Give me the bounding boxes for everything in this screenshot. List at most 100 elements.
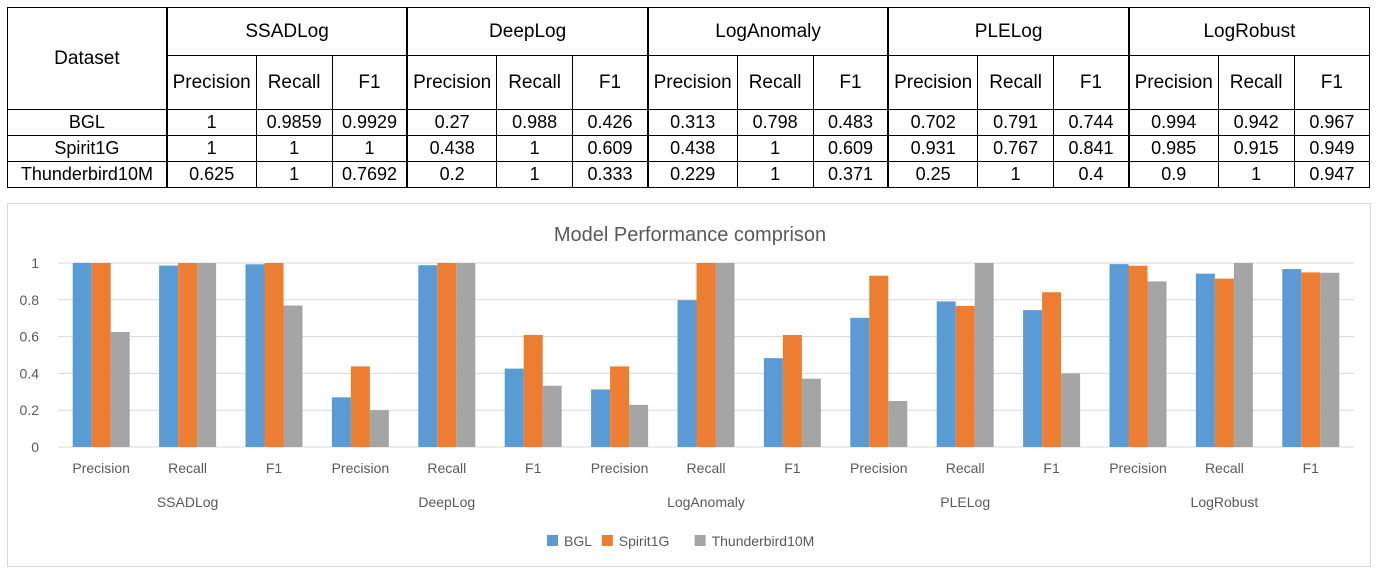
metric-header: Recall: [1217, 55, 1295, 110]
bar-bgl: [677, 300, 697, 447]
table-cell: 1: [496, 135, 574, 162]
bar-bgl: [1195, 273, 1215, 447]
bar-thunderbird10m: [1147, 281, 1167, 447]
chart-title: Model Performance comprison: [554, 224, 826, 246]
x-tick-label: F1: [784, 460, 801, 476]
row-dataset-label: BGL: [6, 109, 168, 136]
table-cell: 0.985: [1127, 135, 1219, 162]
x-tick-label: Precision: [332, 460, 390, 476]
x-tick-label: F1: [1303, 460, 1320, 476]
table-cell: 1: [165, 109, 257, 136]
table-cell: 0.483: [812, 109, 889, 136]
table-cell: 1: [255, 161, 333, 188]
bar-thunderbird10m: [283, 305, 303, 447]
bar-bgl: [763, 358, 783, 447]
bar-spirit1g: [782, 334, 802, 447]
bar-thunderbird10m: [715, 263, 735, 447]
x-tick-label: F1: [525, 460, 542, 476]
table-cell: 0.333: [572, 161, 649, 188]
table-cell: 0.438: [406, 135, 498, 162]
x-tick-label: Recall: [687, 460, 726, 476]
metric-header: Recall: [977, 55, 1055, 110]
table-cell: 0.438: [646, 135, 738, 162]
bar-spirit1g: [610, 366, 630, 447]
y-tick-label: 0.2: [20, 402, 40, 418]
bar-bgl: [418, 265, 438, 447]
dataset-header: Dataset: [6, 7, 168, 110]
table-cell: 0.9: [1127, 161, 1219, 188]
bar-thunderbird10m: [542, 385, 562, 447]
legend-swatch-spirit1g: [601, 535, 613, 546]
table-cell: 0.988: [496, 109, 574, 136]
table-cell: 1: [496, 161, 574, 188]
table-cell: 0.27: [406, 109, 498, 136]
bar-bgl: [504, 368, 524, 447]
table-cell: 0.994: [1127, 109, 1219, 136]
bar-bgl: [591, 389, 611, 447]
chart-area: Model Performance comprison 0 0.2 0.4 0.6 0.…: [7, 203, 1371, 567]
table-cell: 0.947: [1293, 161, 1371, 188]
bar-spirit1g: [1301, 272, 1321, 447]
table-cell: 1: [977, 161, 1055, 188]
table-cell: 0.744: [1053, 109, 1130, 136]
bar-spirit1g: [91, 263, 111, 447]
table-cell: 0.931: [887, 135, 979, 162]
bar-spirit1g: [1042, 292, 1062, 447]
x-tick-label: Recall: [168, 460, 207, 476]
x-tick-label: Recall: [946, 460, 985, 476]
bar-bgl: [331, 397, 351, 447]
table-row: BGL 1 0.9859 0.9929 0.27 0.988 0.426 0.3…: [6, 109, 1371, 136]
legend-swatch-bgl: [547, 535, 558, 546]
bar-spirit1g: [1128, 265, 1148, 447]
table-cell: 1: [331, 135, 408, 162]
table-cell: 0.967: [1293, 109, 1371, 136]
bar-thunderbird10m: [1061, 373, 1081, 447]
table-cell: 0.798: [736, 109, 814, 136]
model-header-plelog: PLELog: [887, 7, 1130, 56]
table-cell: 0.625: [165, 161, 257, 188]
bar-thunderbird10m: [197, 263, 217, 447]
bar-bgl: [159, 265, 179, 447]
metric-header: F1: [572, 55, 649, 110]
bar-chart: Model Performance comprison 0 0.2 0.4 0.6 0.…: [20, 224, 1354, 549]
bar-thunderbird10m: [801, 378, 821, 447]
table-cell: 0.229: [646, 161, 738, 188]
x-tick-label: Precision: [1109, 460, 1167, 476]
table-row: Thunderbird10M 0.625 1 0.7692 0.2 1 0.33…: [6, 161, 1371, 188]
metric-header: F1: [331, 55, 408, 110]
metric-header: F1: [812, 55, 889, 110]
table-cell: 0.9929: [331, 109, 408, 136]
bar-thunderbird10m: [629, 404, 649, 447]
y-tick-label: 0.4: [20, 365, 40, 381]
x-group-label: DeepLog: [418, 494, 475, 510]
y-tick-label: 0: [31, 439, 39, 455]
metric-header: Precision: [646, 55, 738, 110]
metric-header: Precision: [1127, 55, 1219, 110]
y-tick-label: 0.6: [20, 329, 40, 345]
row-dataset-label: Spirit1G: [6, 135, 168, 162]
table-cell: 1: [165, 135, 257, 162]
bar-spirit1g: [523, 334, 543, 447]
y-tick-label: 0.8: [20, 292, 40, 308]
x-group-label: SSADLog: [157, 494, 218, 510]
legend-label: Thunderbird10M: [712, 533, 815, 549]
legend-label: BGL: [564, 533, 592, 549]
bar-spirit1g: [264, 263, 284, 447]
bar-bgl: [245, 264, 265, 447]
metric-header: Recall: [255, 55, 333, 110]
table-cell: 0.2: [406, 161, 498, 188]
table-cell: 1: [1217, 161, 1295, 188]
table-cell: 0.25: [887, 161, 979, 188]
x-tick-label: Precision: [850, 460, 908, 476]
bar-spirit1g: [869, 275, 889, 447]
legend-swatch-thunderbird10m: [694, 535, 706, 546]
table-cell: 1: [255, 135, 333, 162]
bar-spirit1g: [178, 263, 198, 447]
x-tick-label: F1: [266, 460, 283, 476]
metric-header: Recall: [496, 55, 574, 110]
x-group-label: PLELog: [940, 494, 990, 510]
table-cell: 0.9859: [255, 109, 333, 136]
model-header-deeplog: DeepLog: [406, 7, 649, 56]
bar-bgl: [1109, 264, 1129, 447]
metric-header: Recall: [736, 55, 814, 110]
